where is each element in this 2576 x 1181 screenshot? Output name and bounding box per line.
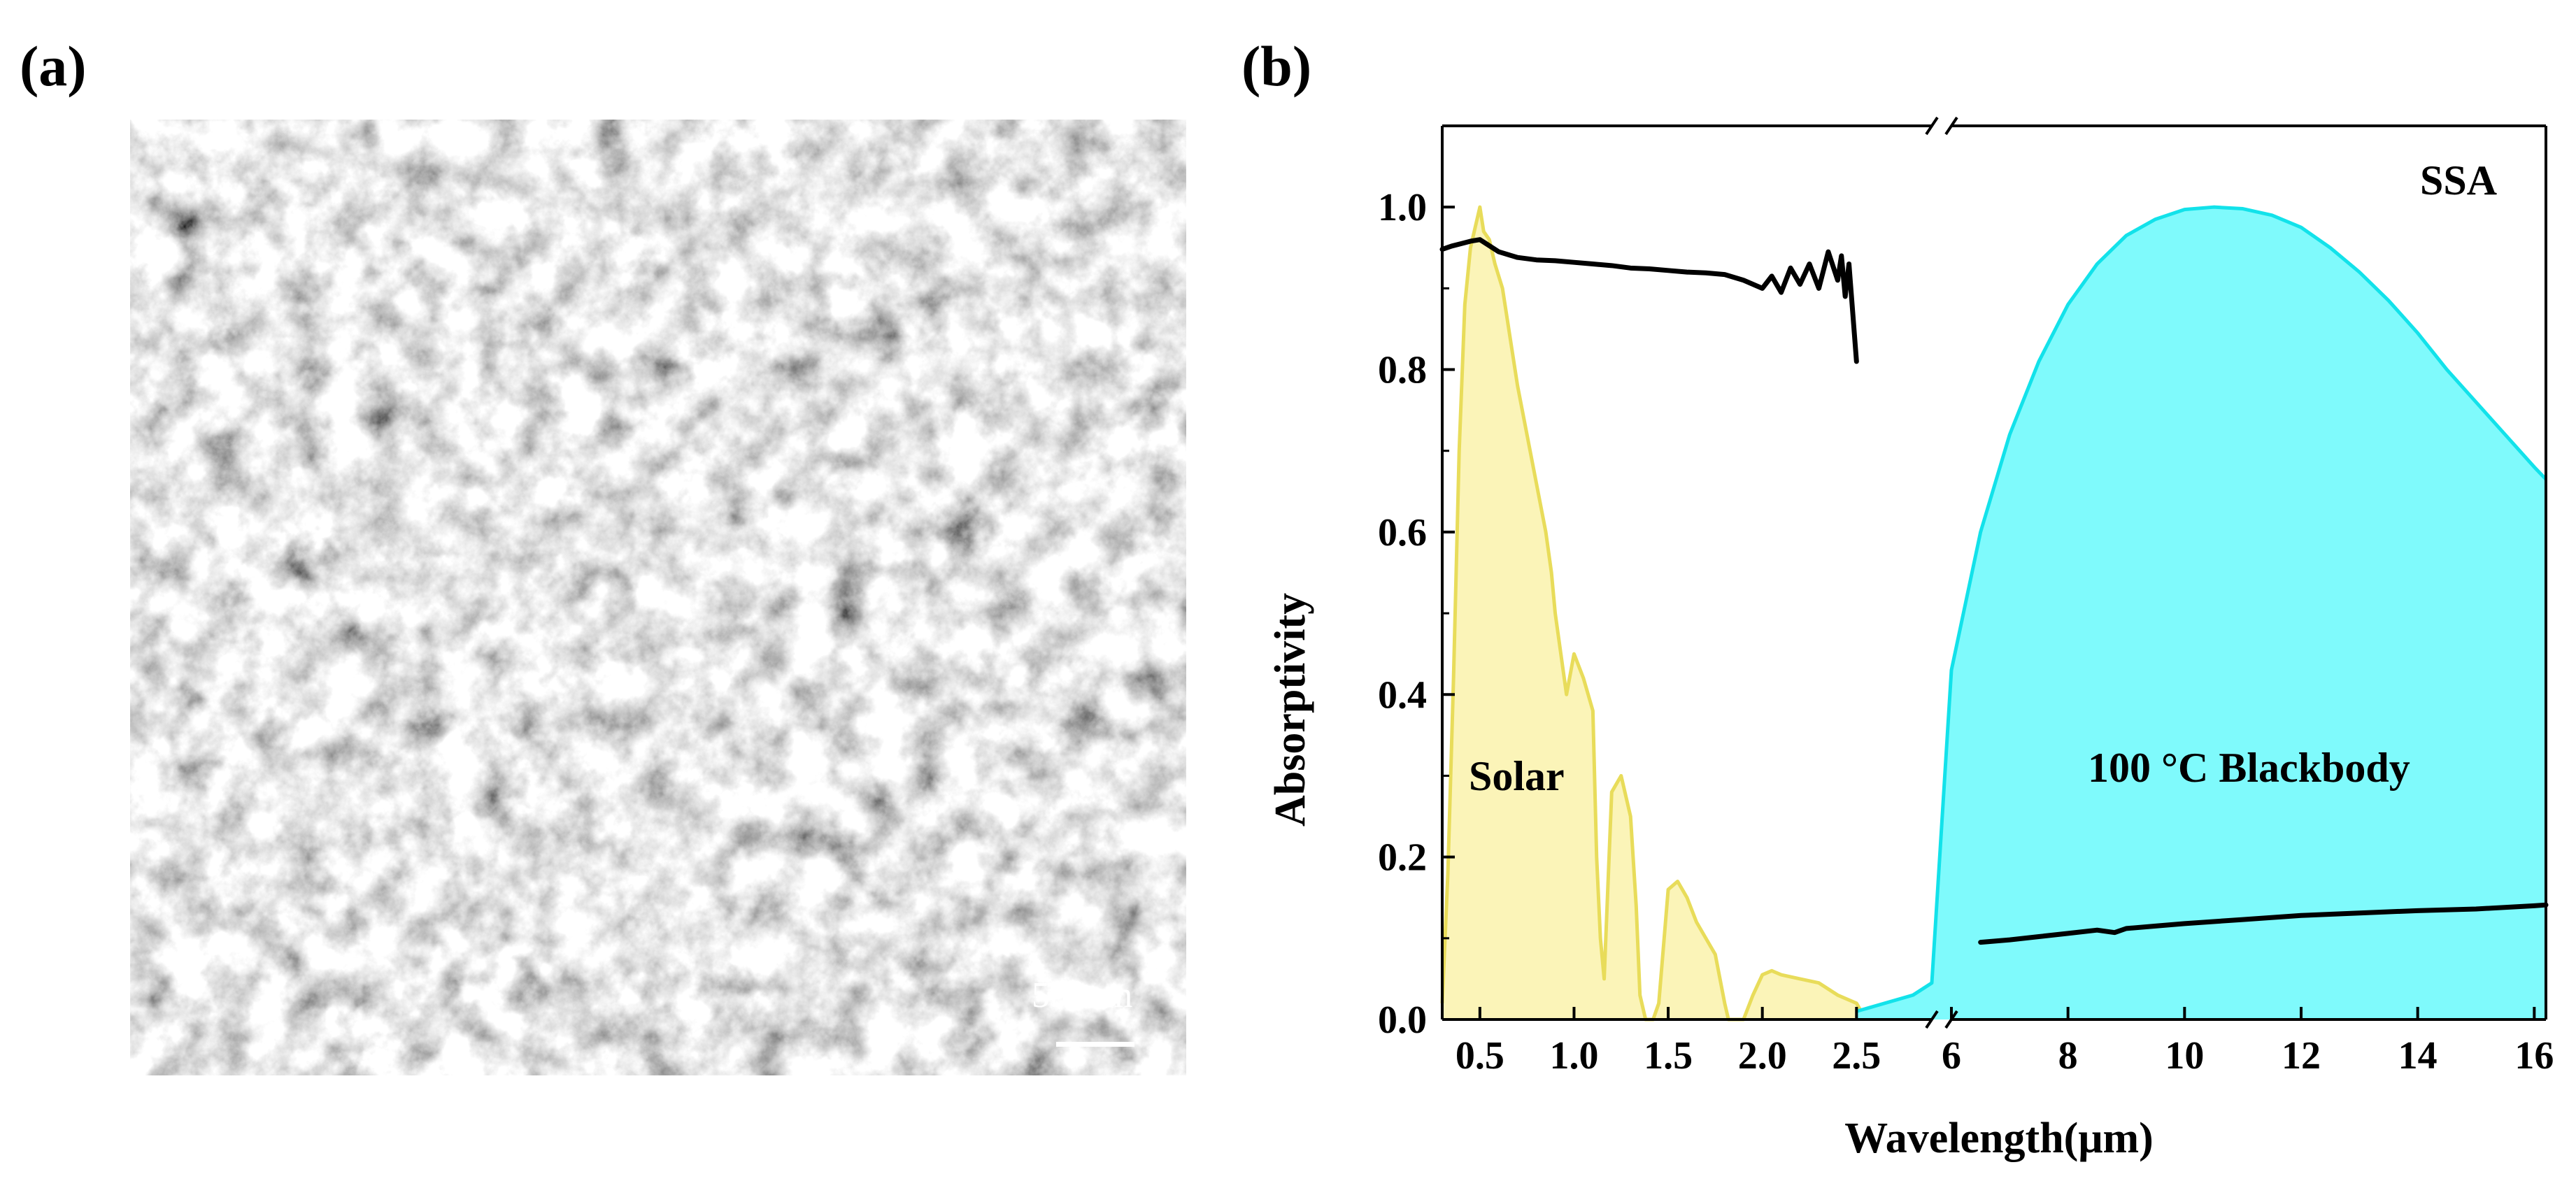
- scale-bar-label: 500nm: [1032, 975, 1133, 1015]
- y-tick-label: 0.8: [1378, 349, 1427, 392]
- plot-areas: [1440, 205, 2547, 1022]
- panel-label-a: (a): [20, 34, 87, 98]
- x-axis-title: Wavelength(μm): [1844, 1115, 2154, 1162]
- x-tick-label: 12: [2282, 1034, 2321, 1078]
- y-axis-title: Absorptivity: [1267, 593, 1314, 826]
- plot-lines: [1439, 237, 2549, 945]
- axes: [1441, 116, 2547, 1029]
- outline-blackbody: [1856, 205, 2547, 1013]
- axis-break-mark: [1944, 116, 1958, 136]
- x-tick-label: 10: [2165, 1034, 2204, 1078]
- x-tick-label: 2.5: [1832, 1034, 1881, 1078]
- y-tick-label: 0.6: [1378, 511, 1427, 554]
- x-tick-label: 6: [1942, 1034, 1961, 1078]
- x-tick-label: 14: [2398, 1034, 2438, 1078]
- axis-break-mark: [1925, 116, 1939, 136]
- y-tick-label: 0.4: [1378, 673, 1427, 717]
- panel-label-b: (b): [1241, 34, 1312, 98]
- x-tick-label: 1.0: [1549, 1034, 1598, 1078]
- y-tick-label: 0.2: [1378, 836, 1427, 880]
- annotation-ssa: SSA: [2420, 157, 2497, 203]
- line-ssa_ir: [1978, 902, 2549, 945]
- sem-texture: [130, 120, 1186, 1075]
- ticks: 0.0 0.2 0.4 0.6 0.8 1.0 0.5 1.0 1.5 2.0 2.5 6 8 10 12 1…: [1378, 124, 2554, 1078]
- outline-solar: [1440, 205, 1867, 1022]
- scale-bar: [1056, 1042, 1134, 1047]
- annotation-blackbody: 100 °C Blackbody: [2088, 745, 2410, 791]
- x-tick-label: 16: [2514, 1034, 2554, 1078]
- x-tick-label: 1.5: [1644, 1034, 1693, 1078]
- line-ssa: [1439, 237, 1859, 364]
- axis-break-mark: [1925, 1010, 1939, 1029]
- area-blackbody: [1856, 207, 2546, 1019]
- x-tick-label: 0.5: [1456, 1034, 1504, 1078]
- x-tick-label: 2.0: [1738, 1034, 1787, 1078]
- y-tick-label: 1.0: [1378, 186, 1427, 229]
- x-tick-label: 8: [2058, 1034, 2078, 1078]
- sem-micrograph: [130, 120, 1186, 1075]
- area-solar: [1442, 207, 1866, 1019]
- y-tick-label: 0.0: [1378, 999, 1427, 1042]
- annotation-solar: Solar: [1469, 753, 1565, 799]
